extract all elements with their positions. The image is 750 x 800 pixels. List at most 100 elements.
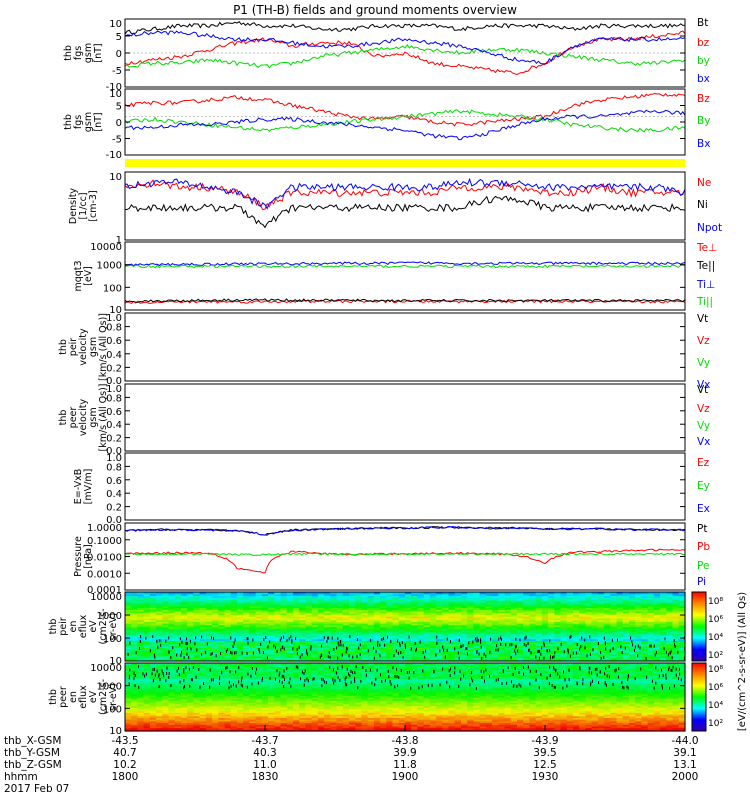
spectrogram-cell — [635, 648, 643, 652]
spectrogram-cell — [199, 609, 207, 612]
spectrogram-cell — [230, 710, 238, 713]
spectrogram-cell — [604, 624, 611, 628]
spectrogram-cell — [541, 640, 549, 643]
panel-frame — [124, 312, 686, 382]
spectrogram-cell — [473, 643, 481, 647]
spectrogram-cell — [156, 655, 163, 659]
y-axis-label-line: E=-VxB — [73, 469, 84, 504]
spectrogram-cell — [168, 610, 176, 614]
spectrogram-cell — [205, 671, 213, 674]
spectrogram-cell — [541, 612, 549, 616]
spectrogram-cell — [417, 643, 425, 647]
spectrogram-cell — [423, 598, 431, 602]
spectrogram-cell — [510, 629, 518, 633]
spectrogram-cell — [156, 702, 163, 705]
spectrogram-cell — [249, 690, 257, 693]
spectrogram-cell — [610, 609, 618, 612]
spectrogram-cell — [349, 609, 356, 612]
spectrogram-cell — [237, 655, 244, 659]
spectrogram-cell — [305, 623, 313, 626]
spectrogram-cell — [678, 626, 686, 629]
spectrogram-cell — [137, 690, 145, 693]
spectrogram-cell — [187, 657, 195, 660]
spectrogram-cell — [280, 617, 288, 621]
spectrogram-cell — [373, 638, 381, 641]
spectrogram-cell — [149, 691, 157, 695]
spectrogram-cell — [442, 598, 450, 602]
spectrogram-cell — [610, 607, 618, 610]
spectrogram-cell — [535, 604, 543, 607]
spectrogram-cell — [554, 636, 562, 640]
spectrogram-cell — [187, 691, 195, 695]
spectrogram-cell — [174, 708, 182, 712]
spectrogram-cell — [436, 642, 443, 645]
spectrogram-cell — [168, 669, 176, 673]
spectrogram-cell — [324, 645, 331, 648]
y-tick-label: 1 — [116, 235, 122, 246]
spectrogram-cell — [149, 664, 157, 667]
spectrogram-cell — [193, 600, 201, 603]
spectrogram-cell — [212, 725, 219, 729]
spectrogram-cell — [143, 657, 151, 660]
spectrogram-cell — [591, 624, 599, 628]
spectrogram-cell — [249, 659, 257, 662]
spectrogram-cell — [473, 598, 481, 602]
spectrogram-cell — [125, 607, 132, 610]
y-tick-label: 1.0 — [106, 313, 122, 324]
noise-speck — [400, 650, 402, 654]
spectrogram-cell — [380, 600, 387, 603]
spectrogram-cell — [181, 681, 188, 684]
y-tick-label: 0.4 — [106, 489, 122, 500]
spectrogram-cell — [224, 607, 232, 610]
spectrogram-cell — [199, 638, 207, 641]
spectrogram-cell — [622, 602, 630, 605]
spectrogram-cell — [349, 610, 356, 614]
spectrogram-cell — [573, 633, 580, 636]
spectrogram-cell — [510, 624, 518, 628]
y-tick-label: 1.0000 — [87, 523, 122, 534]
spectrogram-cell — [436, 626, 443, 629]
spectrogram-cell — [629, 652, 636, 655]
spectrogram-cell — [280, 624, 288, 628]
spectrogram-cell — [174, 616, 182, 619]
y-tick-label: -5 — [112, 66, 122, 77]
spectrogram-cell — [125, 602, 132, 605]
noise-speck — [259, 650, 261, 654]
spectrogram-cell — [143, 609, 151, 612]
spectrogram-cell — [535, 616, 543, 619]
spectrogram-cell — [299, 592, 307, 595]
spectrogram-cell — [467, 652, 475, 655]
spectrogram-cell — [610, 612, 618, 616]
noise-speck — [543, 641, 545, 645]
spectrogram-cell — [156, 648, 163, 652]
spectrogram-cell — [299, 593, 307, 597]
spectrogram-cell — [218, 600, 226, 603]
spectrogram-cell — [573, 610, 580, 614]
spectrogram-cell — [473, 602, 481, 605]
spectrogram-cell — [585, 607, 593, 610]
spectrogram-cell — [274, 592, 282, 595]
spectrogram-cell — [548, 593, 555, 597]
noise-speck — [329, 655, 331, 659]
spectrogram-cell — [187, 604, 195, 607]
spectrogram-cell — [448, 626, 456, 629]
spectrogram-cell — [149, 655, 157, 659]
spectrogram-cell — [467, 654, 475, 657]
spectrogram-cell — [448, 592, 456, 595]
spectrogram-cell — [336, 626, 344, 629]
spectrogram-cell — [355, 605, 363, 609]
spectrogram-cell — [398, 614, 406, 617]
spectrogram-cell — [461, 652, 468, 655]
spectrogram-cell — [386, 631, 394, 634]
y-tick-label: 10 — [109, 172, 122, 183]
spectrogram-cell — [411, 612, 419, 616]
noise-speck — [226, 648, 228, 652]
y-axis-label: thb peir en eflux eV (cm2-s-sr-eV) — [48, 608, 119, 644]
spectrogram-cell — [610, 592, 618, 595]
spectrogram-cell — [579, 600, 587, 603]
spectrogram-cell — [635, 628, 643, 631]
spectrogram-cell — [579, 621, 587, 624]
spectrogram-cell — [429, 628, 437, 631]
spectrogram-cell — [249, 619, 257, 622]
spectrogram-cell — [585, 617, 593, 621]
